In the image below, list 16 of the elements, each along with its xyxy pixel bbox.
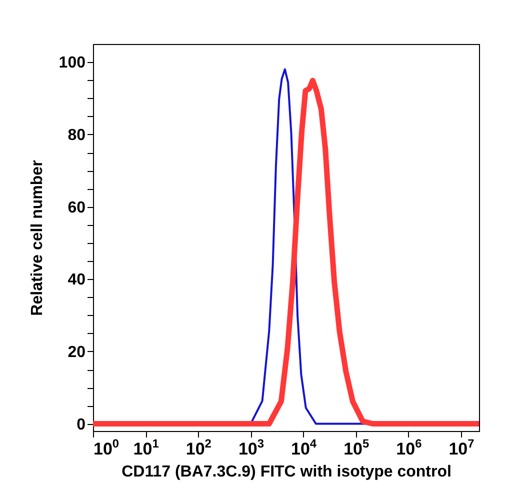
x-tick-label: 10$^{4}$ bbox=[291, 436, 317, 458]
x-tick-label: 10$^{2}$ bbox=[186, 436, 212, 458]
y-tick-label: 40 bbox=[68, 272, 86, 289]
x-tick-label: 10$^{5}$ bbox=[344, 436, 370, 458]
x-tick-label: 10$^{6}$ bbox=[396, 436, 422, 458]
y-axis-title: Relative cell number bbox=[28, 160, 46, 316]
y-tick-label: 80 bbox=[68, 126, 86, 144]
y-tick-label: 60 bbox=[68, 199, 86, 216]
x-axis-title: CD117 (BA7.3C.9) FITC with isotype control bbox=[122, 464, 452, 480]
y-tick-label: 20 bbox=[68, 344, 86, 361]
x-tick-label: 10$^{0}$ bbox=[94, 436, 120, 458]
y-tick-label: 0 bbox=[76, 416, 86, 434]
x-tick-label: 10$^{1}$ bbox=[133, 436, 160, 458]
y-tick-label: 100 bbox=[58, 54, 86, 72]
x-tick-label: 10$^{7}$ bbox=[448, 436, 475, 458]
x-tick-label: 10$^{3}$ bbox=[238, 436, 264, 458]
